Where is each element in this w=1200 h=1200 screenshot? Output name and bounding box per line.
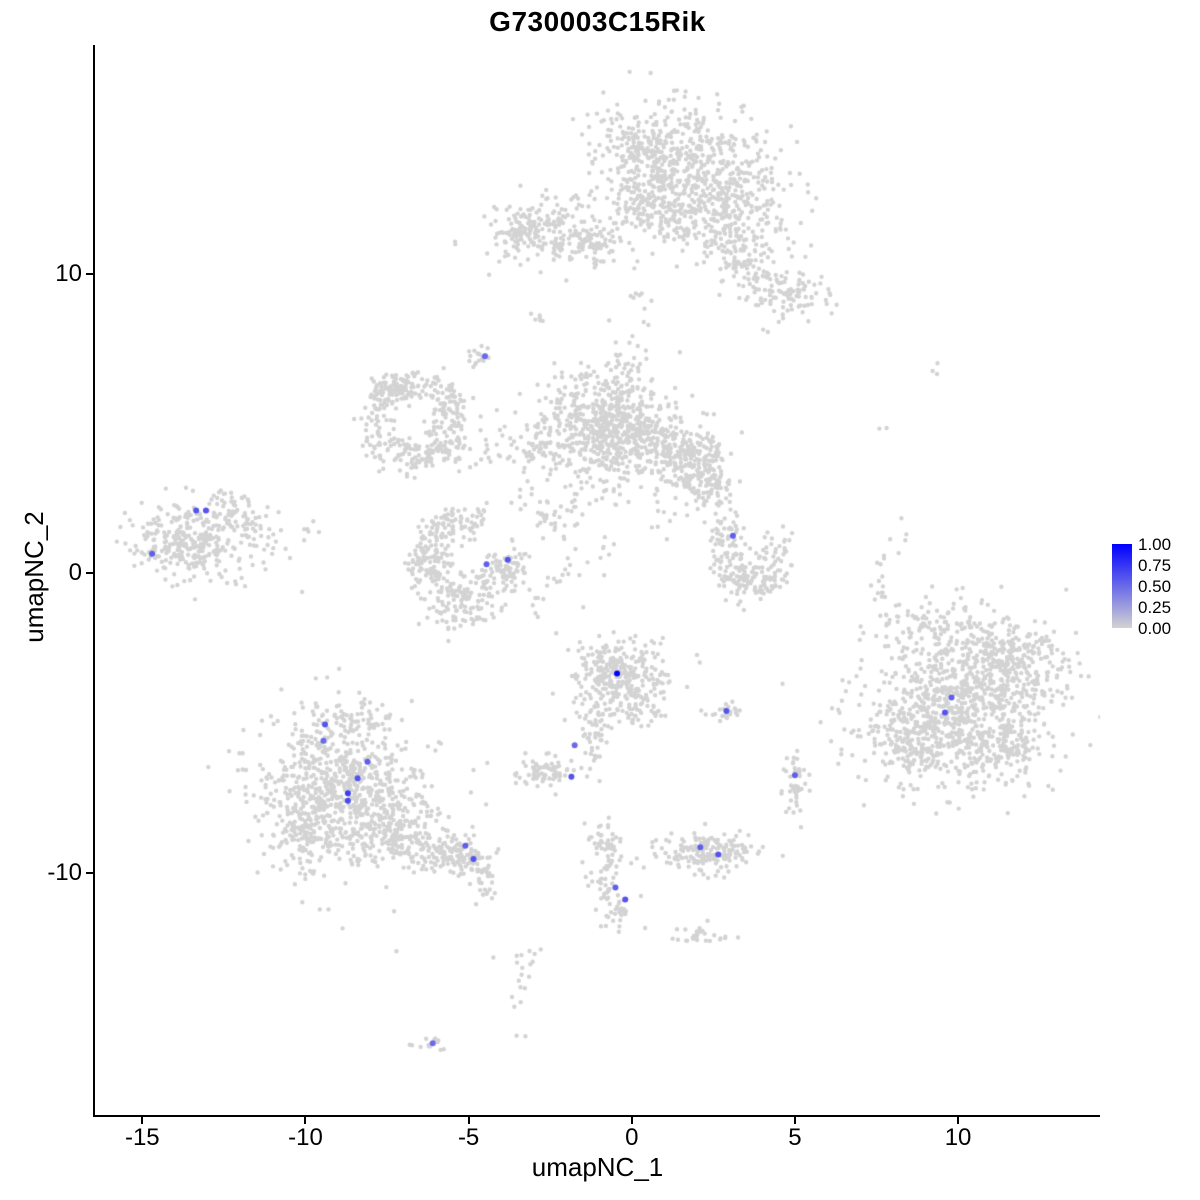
x-tick-mark: [957, 1117, 960, 1124]
x-tick-mark: [467, 1117, 470, 1124]
y-axis-title: umapNC_2: [19, 511, 49, 643]
legend-tick-label: 0.50: [1138, 577, 1172, 596]
x-tick-label: -10: [288, 1124, 323, 1151]
legend-gradient-bar: [1112, 544, 1132, 628]
expression-legend: 1.00 0.75 0.50 0.25 0.00: [1112, 536, 1171, 637]
y-tick-mark: [86, 572, 93, 575]
x-tick-label: 5: [788, 1124, 802, 1151]
x-tick-mark: [793, 1117, 796, 1124]
legend-tick-label: 0.00: [1138, 619, 1172, 638]
y-tick-label: 10: [55, 259, 82, 287]
legend-tick-label: 0.75: [1138, 556, 1172, 575]
x-tick-label: 0: [625, 1124, 639, 1151]
x-tick-label: -5: [457, 1124, 480, 1151]
x-axis-title: umapNC_1: [531, 1152, 664, 1182]
x-tick-mark: [630, 1117, 633, 1124]
x-tick-label: 10: [944, 1124, 972, 1151]
y-tick-label: 0: [68, 559, 82, 587]
chart-title: G730003C15Rik: [489, 6, 706, 37]
x-tick-mark: [304, 1117, 307, 1124]
y-tick-mark: [86, 871, 93, 874]
y-axis-line: [93, 45, 95, 1117]
legend-tick-label: 1.00: [1138, 535, 1172, 554]
x-axis-line: [93, 1115, 1100, 1117]
y-tick-label: -10: [47, 858, 82, 886]
legend-tick-label: 0.25: [1138, 598, 1172, 617]
x-tick-mark: [141, 1117, 144, 1124]
x-tick-label: -15: [124, 1124, 160, 1151]
y-tick-mark: [86, 272, 93, 275]
